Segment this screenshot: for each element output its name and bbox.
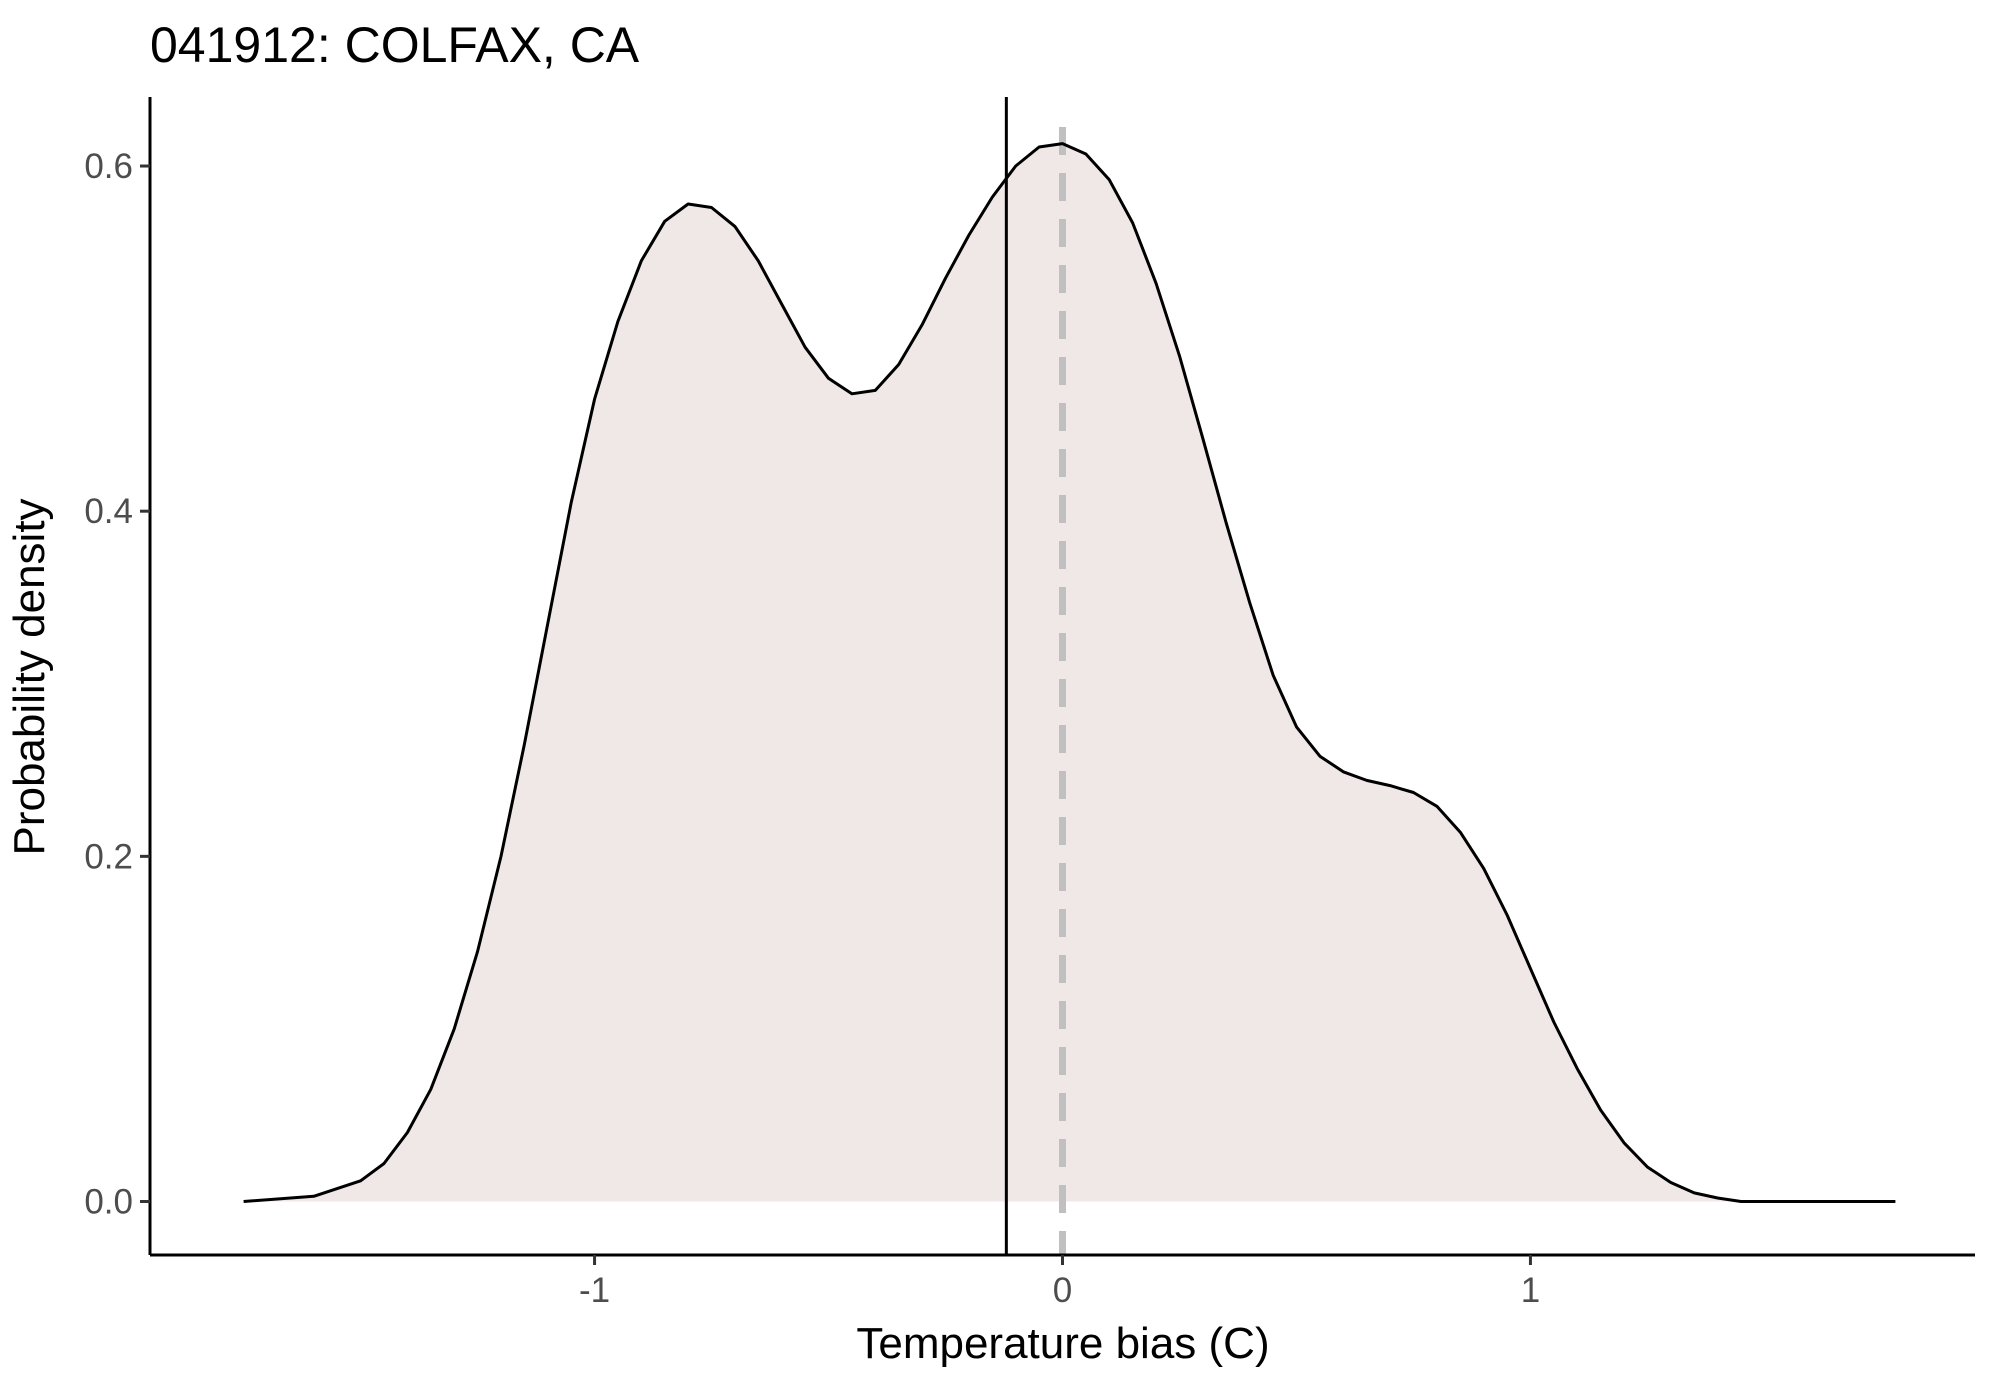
y-tick-label: 0.2 [84,837,133,876]
density-area-fill [243,143,1896,1202]
y-tick-label: 0.0 [84,1183,133,1222]
x-axis-label: Temperature bias (C) [856,1319,1269,1368]
x-tick-label: 1 [1521,1271,1540,1310]
y-tick-label: 0.6 [84,147,133,186]
plot-area: -1 0 1 0.0 0.2 0.4 0.6 [84,97,1975,1310]
y-tick-label: 0.4 [84,492,133,531]
density-curve [243,142,1896,1203]
x-tick-label: -1 [579,1271,610,1310]
chart-title: 041912: COLFAX, CA [150,17,640,73]
x-tick-label: 0 [1053,1271,1072,1310]
y-axis-label: Probability density [5,498,54,855]
